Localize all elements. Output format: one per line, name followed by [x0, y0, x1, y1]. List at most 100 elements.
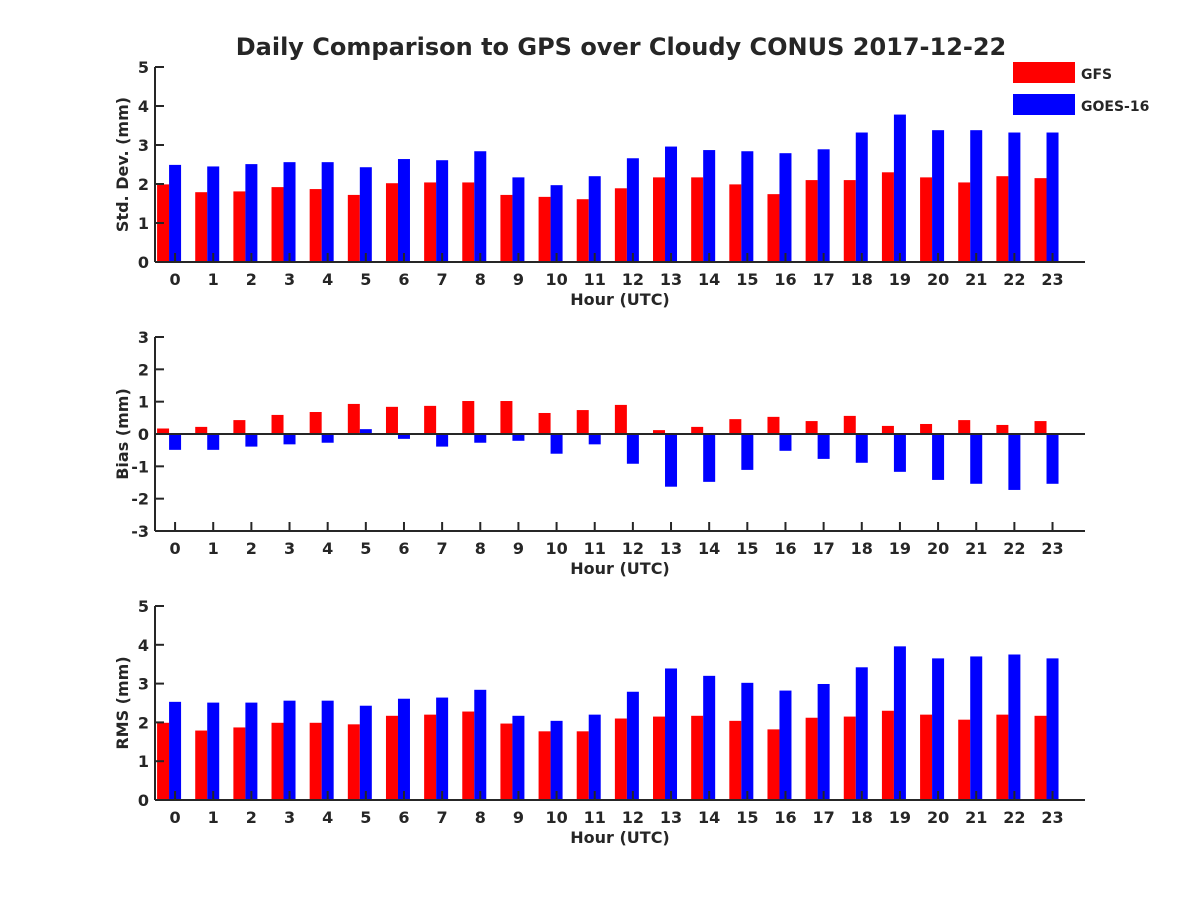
rms-bar-goes16-18 — [855, 667, 868, 800]
rms-bar-gfs-21 — [958, 719, 971, 800]
rms-y-axis-label: RMS (mm) — [113, 656, 132, 749]
rms-xtick-label: 23 — [1041, 808, 1063, 827]
rms-bar-goes16-8 — [474, 689, 487, 800]
rms-xtick-label: 6 — [398, 808, 409, 827]
bias-xtick-label: 6 — [398, 539, 409, 558]
std-dev-bar-goes16-22 — [1008, 132, 1021, 262]
bias-bar-goes16-14 — [703, 434, 716, 482]
bias-bar-goes16-6 — [397, 434, 410, 439]
rms-bar-goes16-19 — [893, 646, 906, 800]
rms-bar-goes16-20 — [932, 658, 945, 800]
bias-x-axis-label: Hour (UTC) — [570, 559, 670, 578]
rms-bar-goes16-16 — [779, 690, 792, 800]
bias-y-axis-label: Bias (mm) — [113, 388, 132, 480]
bias-bar-goes16-22 — [1008, 434, 1021, 490]
bias-bar-goes16-17 — [817, 434, 830, 459]
std-dev-xtick-label: 9 — [513, 270, 524, 289]
bias-bar-gfs-8 — [462, 401, 475, 434]
rms-bar-gfs-12 — [614, 718, 627, 800]
rms-bar-gfs-9 — [500, 723, 513, 800]
rms-bar-gfs-8 — [462, 711, 475, 800]
std-dev-xtick-label: 7 — [437, 270, 448, 289]
bias-bar-gfs-5 — [347, 403, 360, 434]
std-dev-bar-gfs-19 — [881, 172, 894, 262]
std-dev-xtick-label: 11 — [584, 270, 606, 289]
legend: GFS GOES-16 — [1013, 62, 1149, 115]
bias-xtick-label: 22 — [1003, 539, 1025, 558]
bias-bar-goes16-10 — [550, 434, 563, 454]
std-dev-xtick-label: 14 — [698, 270, 720, 289]
std-dev-xtick-label: 21 — [965, 270, 987, 289]
rms-xtick-label: 18 — [851, 808, 873, 827]
bias-ytick-label: -2 — [131, 490, 149, 509]
std-dev-xtick-label: 22 — [1003, 270, 1025, 289]
bias-xtick-label: 2 — [246, 539, 257, 558]
bias-xtick-label: 9 — [513, 539, 524, 558]
std-dev-bar-gfs-22 — [996, 176, 1009, 262]
bias-bar-goes16-7 — [436, 434, 449, 447]
std-dev-bar-gfs-2 — [233, 191, 246, 262]
std-dev-xtick-label: 15 — [736, 270, 758, 289]
rms-xtick-label: 5 — [360, 808, 371, 827]
legend-label-gfs: GFS — [1081, 67, 1112, 83]
bias-xtick-label: 1 — [208, 539, 219, 558]
rms-bar-gfs-1 — [195, 730, 208, 800]
rms-bar-goes16-3 — [283, 700, 296, 800]
bias-bar-gfs-16 — [767, 416, 780, 434]
rms-xtick-label: 2 — [246, 808, 257, 827]
rms-bar-gfs-5 — [347, 724, 360, 800]
bias-xtick-label: 8 — [475, 539, 486, 558]
std-dev-ytick-label: 5 — [138, 58, 149, 77]
std-dev-bar-goes16-4 — [321, 162, 334, 262]
std-dev-xtick-label: 10 — [545, 270, 567, 289]
rms-xtick-label: 8 — [475, 808, 486, 827]
std-dev-bar-gfs-23 — [1034, 178, 1047, 262]
rms-xtick-label: 21 — [965, 808, 987, 827]
legend-swatch-goes16 — [1013, 94, 1075, 115]
rms-bar-goes16-23 — [1046, 658, 1059, 800]
std-dev-bar-goes16-17 — [817, 149, 830, 262]
bias-bar-goes16-16 — [779, 434, 792, 451]
std-dev-y-axis-label: Std. Dev. (mm) — [113, 97, 132, 232]
std-dev-bar-gfs-3 — [271, 187, 284, 262]
rms-bar-gfs-4 — [309, 722, 322, 800]
rms-bar-gfs-2 — [233, 727, 246, 800]
bias-xtick-label: 21 — [965, 539, 987, 558]
bias-bar-goes16-19 — [893, 434, 906, 472]
std-dev-ytick-label: 1 — [138, 214, 149, 233]
legend-label-goes16: GOES-16 — [1081, 99, 1149, 115]
bias-bar-gfs-0 — [157, 428, 170, 434]
rms-ytick-label: 5 — [138, 597, 149, 616]
std-dev-bar-gfs-14 — [691, 177, 704, 262]
bias-xtick-label: 23 — [1041, 539, 1063, 558]
rms-bar-goes16-7 — [436, 697, 449, 800]
rms-bar-goes16-4 — [321, 700, 334, 800]
rms-xtick-label: 3 — [284, 808, 295, 827]
rms-xtick-label: 13 — [660, 808, 682, 827]
bias-bar-goes16-2 — [245, 434, 258, 447]
rms-bar-gfs-6 — [385, 715, 398, 800]
bias-bar-goes16-21 — [970, 434, 983, 484]
rms-xtick-label: 10 — [545, 808, 567, 827]
std-dev-bar-goes16-11 — [588, 176, 601, 262]
rms-xtick-label: 7 — [437, 808, 448, 827]
rms-bar-gfs-22 — [996, 714, 1009, 800]
std-dev-bar-goes16-18 — [855, 132, 868, 262]
std-dev-bar-gfs-4 — [309, 189, 322, 262]
bias-bar-gfs-10 — [538, 412, 551, 434]
rms-bar-gfs-7 — [424, 714, 437, 800]
rms-bar-gfs-10 — [538, 731, 551, 800]
std-dev-xtick-label: 12 — [622, 270, 644, 289]
bias-xtick-label: 5 — [360, 539, 371, 558]
std-dev-bar-goes16-20 — [932, 130, 945, 262]
std-dev-bar-goes16-2 — [245, 164, 258, 262]
std-dev-xtick-label: 2 — [246, 270, 257, 289]
rms-bar-goes16-6 — [397, 698, 410, 800]
bias-bar-goes16-4 — [321, 434, 334, 443]
bias-bar-goes16-9 — [512, 434, 525, 441]
figure-title: Daily Comparison to GPS over Cloudy CONU… — [236, 33, 1007, 61]
rms-xtick-label: 17 — [812, 808, 834, 827]
bias-xtick-label: 4 — [322, 539, 333, 558]
std-dev-bar-gfs-8 — [462, 182, 475, 262]
